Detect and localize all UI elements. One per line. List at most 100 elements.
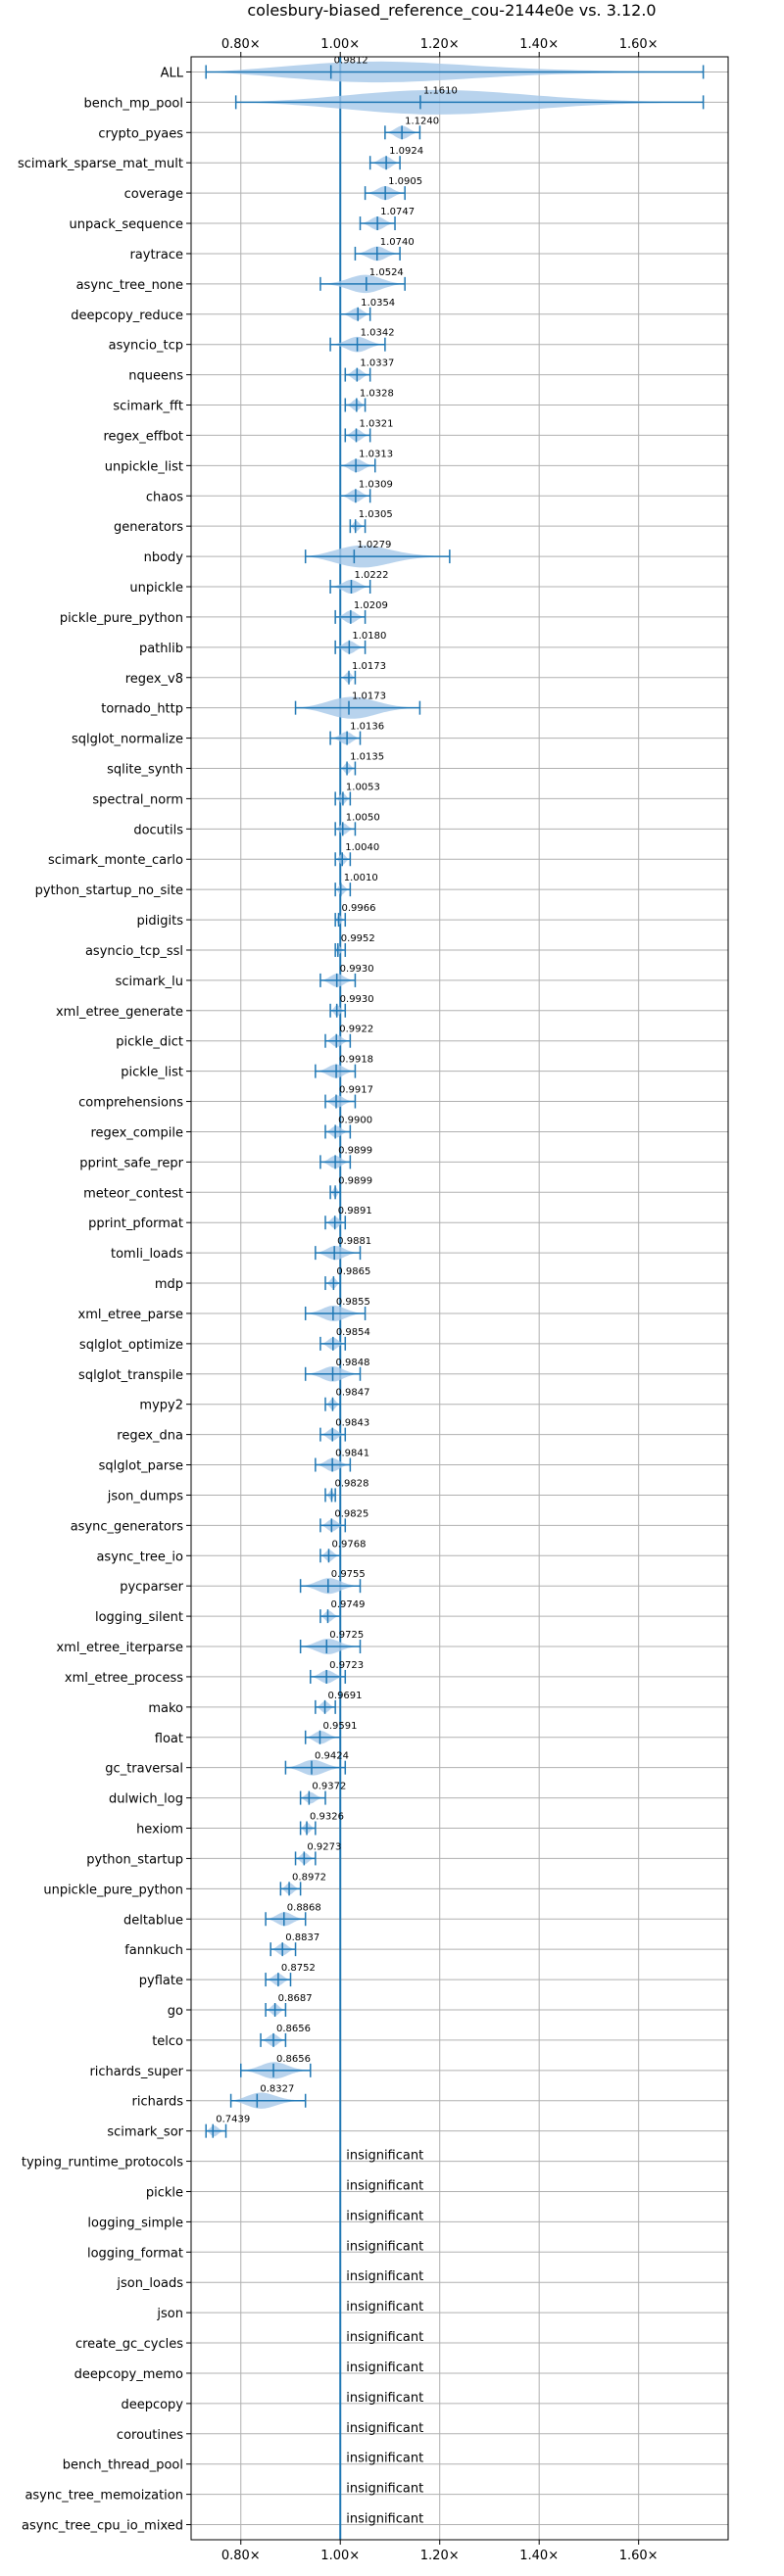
value-label: 0.9843 xyxy=(335,1418,369,1429)
benchmark-label: dulwich_log xyxy=(109,1792,183,1807)
benchmark-label: unpack_sequence xyxy=(69,217,183,232)
benchmark-label: ALL xyxy=(161,66,184,80)
benchmark-label: xml_etree_process xyxy=(65,1671,183,1686)
benchmark-label: unpickle_list xyxy=(105,459,183,474)
benchmark-label: async_tree_memoization xyxy=(24,2489,183,2504)
benchmark-label: scimark_monte_carlo xyxy=(48,853,183,868)
value-label: 1.0053 xyxy=(346,782,380,792)
value-label: 0.8327 xyxy=(260,2084,294,2095)
value-label: 1.0222 xyxy=(354,570,388,581)
benchmark-label: richards xyxy=(132,2095,184,2110)
benchmark-label: scimark_fft xyxy=(113,400,183,414)
benchmark-label: async_generators xyxy=(71,1519,184,1534)
value-label: 0.9854 xyxy=(336,1327,370,1338)
benchmark-label: coverage xyxy=(124,187,183,202)
benchmark-label: crypto_pyaes xyxy=(98,126,183,141)
insignificant-label: insignificant xyxy=(346,2300,423,2314)
x-tick-label-bottom: 1.00× xyxy=(320,2549,360,2563)
value-label: 0.9326 xyxy=(310,1812,344,1823)
benchmark-label: deepcopy_memo xyxy=(74,2367,183,2382)
benchmark-label: fannkuch xyxy=(124,1943,183,1958)
benchmark-label: richards_super xyxy=(89,2065,183,2079)
value-label: 1.0924 xyxy=(389,146,423,157)
value-label: 1.0135 xyxy=(350,751,384,762)
value-label: 0.9749 xyxy=(330,1599,365,1610)
benchmark-label: xml_etree_parse xyxy=(78,1308,183,1322)
insignificant-label: insignificant xyxy=(346,2452,423,2466)
value-label: 0.9723 xyxy=(329,1660,364,1671)
benchmark-label: hexiom xyxy=(136,1823,183,1837)
benchmark-label: generators xyxy=(114,520,183,535)
benchmark-label: spectral_norm xyxy=(92,792,183,807)
benchmark-label: unpickle xyxy=(129,581,183,596)
benchmark-label: tornado_http xyxy=(101,702,183,717)
value-label: 0.9899 xyxy=(338,1145,372,1156)
benchmark-label: telco xyxy=(152,2034,183,2049)
value-label: 0.9847 xyxy=(335,1388,369,1399)
value-label: 1.0010 xyxy=(344,873,378,883)
benchmark-label: regex_compile xyxy=(90,1125,183,1140)
value-label: 0.9966 xyxy=(341,903,375,914)
value-label: 0.9918 xyxy=(339,1055,373,1066)
value-label: 1.0040 xyxy=(345,842,379,853)
x-tick-label-top: 0.80× xyxy=(221,37,261,52)
benchmark-label: deltablue xyxy=(123,1913,183,1928)
benchmark-label: tomli_loads xyxy=(111,1247,183,1262)
benchmark-label: comprehensions xyxy=(78,1096,183,1111)
benchmark-label: async_tree_none xyxy=(76,278,183,293)
value-label: 0.9881 xyxy=(337,1236,371,1247)
value-label: 0.9591 xyxy=(322,1721,357,1732)
value-label: 0.9841 xyxy=(335,1449,369,1459)
benchmark-label: regex_v8 xyxy=(125,672,183,687)
value-label: 0.9273 xyxy=(307,1841,341,1852)
benchmark-label: scimark_sparse_mat_mult xyxy=(18,157,183,171)
value-label: 1.0305 xyxy=(359,509,393,520)
value-label: 0.9922 xyxy=(339,1025,373,1035)
benchmark-label: async_tree_cpu_io_mixed xyxy=(22,2519,183,2534)
value-label: 0.9930 xyxy=(340,994,374,1005)
value-label: 1.0180 xyxy=(352,631,386,642)
benchmark-label: scimark_sor xyxy=(107,2125,183,2140)
value-label: 1.0173 xyxy=(352,661,386,672)
benchmark-label: unpickle_pure_python xyxy=(43,1883,183,1897)
benchmark-label: xml_etree_generate xyxy=(56,1005,183,1020)
benchmark-label: pickle_dict xyxy=(116,1035,183,1050)
value-label: 1.0309 xyxy=(359,479,393,490)
value-label: 0.9691 xyxy=(328,1691,363,1701)
benchmark-label: sqlglot_optimize xyxy=(79,1338,183,1353)
value-label: 0.8687 xyxy=(278,1993,313,2004)
value-label: 1.0524 xyxy=(369,267,404,278)
value-label: 0.9825 xyxy=(334,1508,368,1519)
grid-layer xyxy=(191,57,728,2540)
benchmark-label: create_gc_cycles xyxy=(75,2337,183,2352)
chart-title: colesbury-biased_reference_cou-2144e0e v… xyxy=(247,1,656,21)
x-tick-label-top: 1.20× xyxy=(420,37,460,52)
value-label: 0.8868 xyxy=(287,1902,321,1913)
x-tick-label-top: 1.60× xyxy=(619,37,659,52)
x-tick-label-bottom: 1.60× xyxy=(619,2549,659,2563)
value-label: 0.9855 xyxy=(336,1297,370,1308)
value-label: 1.0342 xyxy=(361,328,395,339)
value-label: 1.0173 xyxy=(352,692,386,702)
insignificant-label: insignificant xyxy=(346,2512,423,2527)
insignificant-label: insignificant xyxy=(346,2178,423,2193)
benchmark-label: typing_runtime_protocols xyxy=(22,2156,183,2171)
value-label: 0.9930 xyxy=(340,964,374,975)
value-label: 1.0136 xyxy=(350,722,384,733)
benchmark-label: python_startup xyxy=(86,1852,183,1867)
value-label: 1.1240 xyxy=(405,116,439,126)
insignificant-label: insignificant xyxy=(346,2361,423,2375)
label-layer: 0.9812 1.1610 1.1240 1.0924 1.0905 1.0747 1.07… xyxy=(216,55,458,2526)
benchmark-label: xml_etree_iterparse xyxy=(56,1641,183,1655)
value-label: 0.9755 xyxy=(331,1569,366,1580)
insignificant-label: insignificant xyxy=(346,2391,423,2406)
benchmark-label: sqlglot_parse xyxy=(99,1459,183,1474)
value-label: 0.9891 xyxy=(338,1206,372,1216)
x-tick-label-bottom: 1.40× xyxy=(519,2549,559,2563)
value-label: 1.0747 xyxy=(380,207,415,217)
benchmark-label: asyncio_tcp xyxy=(109,339,183,354)
benchmark-label: chaos xyxy=(146,490,183,504)
value-label: 0.7439 xyxy=(216,2115,250,2125)
benchmark-label: pycparser xyxy=(120,1580,183,1595)
benchmark-label: pidigits xyxy=(137,914,184,929)
